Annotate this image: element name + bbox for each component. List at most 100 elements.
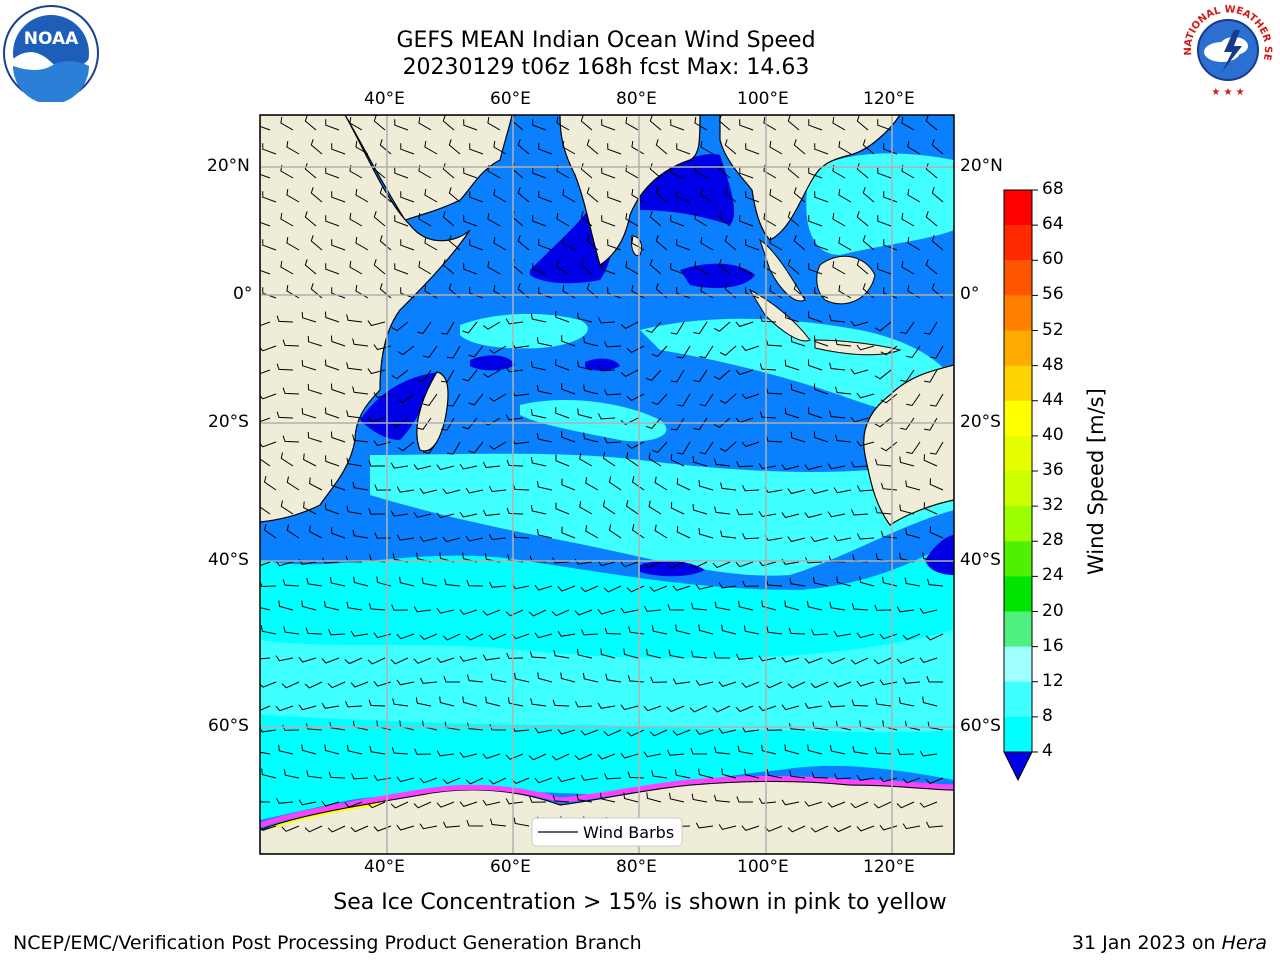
wind-barb (874, 747, 892, 755)
wind-barb (931, 139, 944, 155)
wind-barb (741, 441, 760, 448)
wind-barb (468, 441, 484, 454)
wind-barb (724, 187, 737, 203)
wind-barb (574, 753, 593, 761)
wind-barb (805, 557, 823, 564)
wind-barb (759, 411, 777, 419)
wind-barb (784, 744, 800, 755)
wind-barb (373, 211, 386, 227)
wind-barb (919, 657, 938, 663)
wind-barb (793, 139, 806, 155)
wind-barb (651, 625, 668, 635)
wind-barb (898, 697, 915, 707)
wind-barb (355, 189, 369, 203)
wind-barb (804, 801, 823, 807)
wind-barb (561, 526, 576, 539)
wind-barb (923, 417, 938, 431)
wind-barb (321, 657, 340, 664)
wind-barb (557, 776, 576, 783)
wind-barb (465, 535, 484, 542)
wind-barb (331, 479, 346, 491)
wind-barb (534, 777, 553, 784)
wind-barb (666, 749, 685, 756)
colorbar-tick-label: 32 (1042, 495, 1064, 516)
wind-barb (721, 768, 737, 779)
colorbar-segment (1004, 681, 1032, 718)
wind-barb (808, 263, 823, 275)
wind-barb (929, 526, 944, 539)
wind-barb (693, 321, 708, 335)
colorbar-tick-label: 20 (1042, 600, 1064, 621)
wind-barb (466, 580, 484, 587)
wind-barb (482, 609, 501, 616)
wind-barb (577, 360, 593, 371)
wind-barb (601, 167, 616, 179)
wind-barb (899, 504, 915, 515)
wind-barb (877, 119, 892, 131)
wind-barb (352, 386, 369, 395)
wind-barb (282, 339, 300, 347)
wind-barb (604, 389, 622, 396)
wind-barb (331, 527, 346, 539)
wind-barb (282, 435, 300, 443)
wind-barb (390, 657, 409, 665)
wind-barb (810, 536, 829, 543)
wind-barb (643, 705, 662, 712)
wind-barb (695, 729, 714, 735)
wind-barb (698, 768, 714, 779)
wind-barb (745, 239, 760, 251)
wind-barb (927, 578, 944, 587)
wind-barb (493, 237, 507, 251)
wind-barb (620, 369, 639, 378)
wind-barb (400, 287, 415, 299)
wind-barb (763, 213, 777, 227)
wind-barb (583, 432, 599, 443)
wind-barb (469, 191, 484, 203)
wind-barb (394, 167, 409, 179)
wind-barb (694, 261, 708, 275)
wind-barb (670, 119, 685, 131)
wind-barb (689, 705, 708, 713)
wind-barb (625, 117, 639, 131)
lon-label-bottom-100: 100°E (737, 857, 789, 877)
wind-barb (897, 748, 915, 756)
wind-barb (309, 477, 323, 491)
wind-barb (666, 705, 685, 713)
wind-barb (493, 141, 507, 155)
wind-barb (465, 487, 484, 494)
wind-barb (676, 191, 691, 203)
wind-barb (643, 605, 662, 612)
wind-barb (790, 383, 806, 395)
wind-barb (325, 503, 340, 515)
wind-barb (538, 287, 553, 299)
wind-barb (689, 561, 708, 569)
wind-barb (325, 359, 340, 371)
wind-barb (649, 115, 662, 131)
wind-barb (735, 321, 754, 328)
wind-barb (828, 701, 846, 708)
wind-barb (676, 526, 691, 539)
wind-barb (808, 311, 823, 323)
wind-barb (692, 504, 708, 515)
wind-barb (304, 115, 317, 131)
wind-barb (282, 387, 300, 395)
wind-barb (275, 655, 294, 662)
wind-barb (896, 657, 915, 664)
wind-barb (439, 696, 455, 707)
wind-barb (925, 115, 938, 131)
wind-barb (352, 529, 369, 539)
wind-barb (784, 311, 800, 323)
wind-barb (649, 259, 662, 275)
wind-barb (561, 335, 576, 347)
wind-barb (586, 235, 599, 251)
wind-barb (444, 578, 461, 587)
wind-barb (328, 771, 346, 779)
wind-barb (743, 625, 760, 635)
wind-barb (905, 528, 921, 539)
wind-barb (763, 261, 777, 275)
wind-barb (260, 221, 271, 227)
wind-barb (351, 773, 369, 780)
wind-barb (551, 609, 570, 617)
wind-barb (929, 345, 944, 359)
wind-barb (857, 533, 875, 540)
